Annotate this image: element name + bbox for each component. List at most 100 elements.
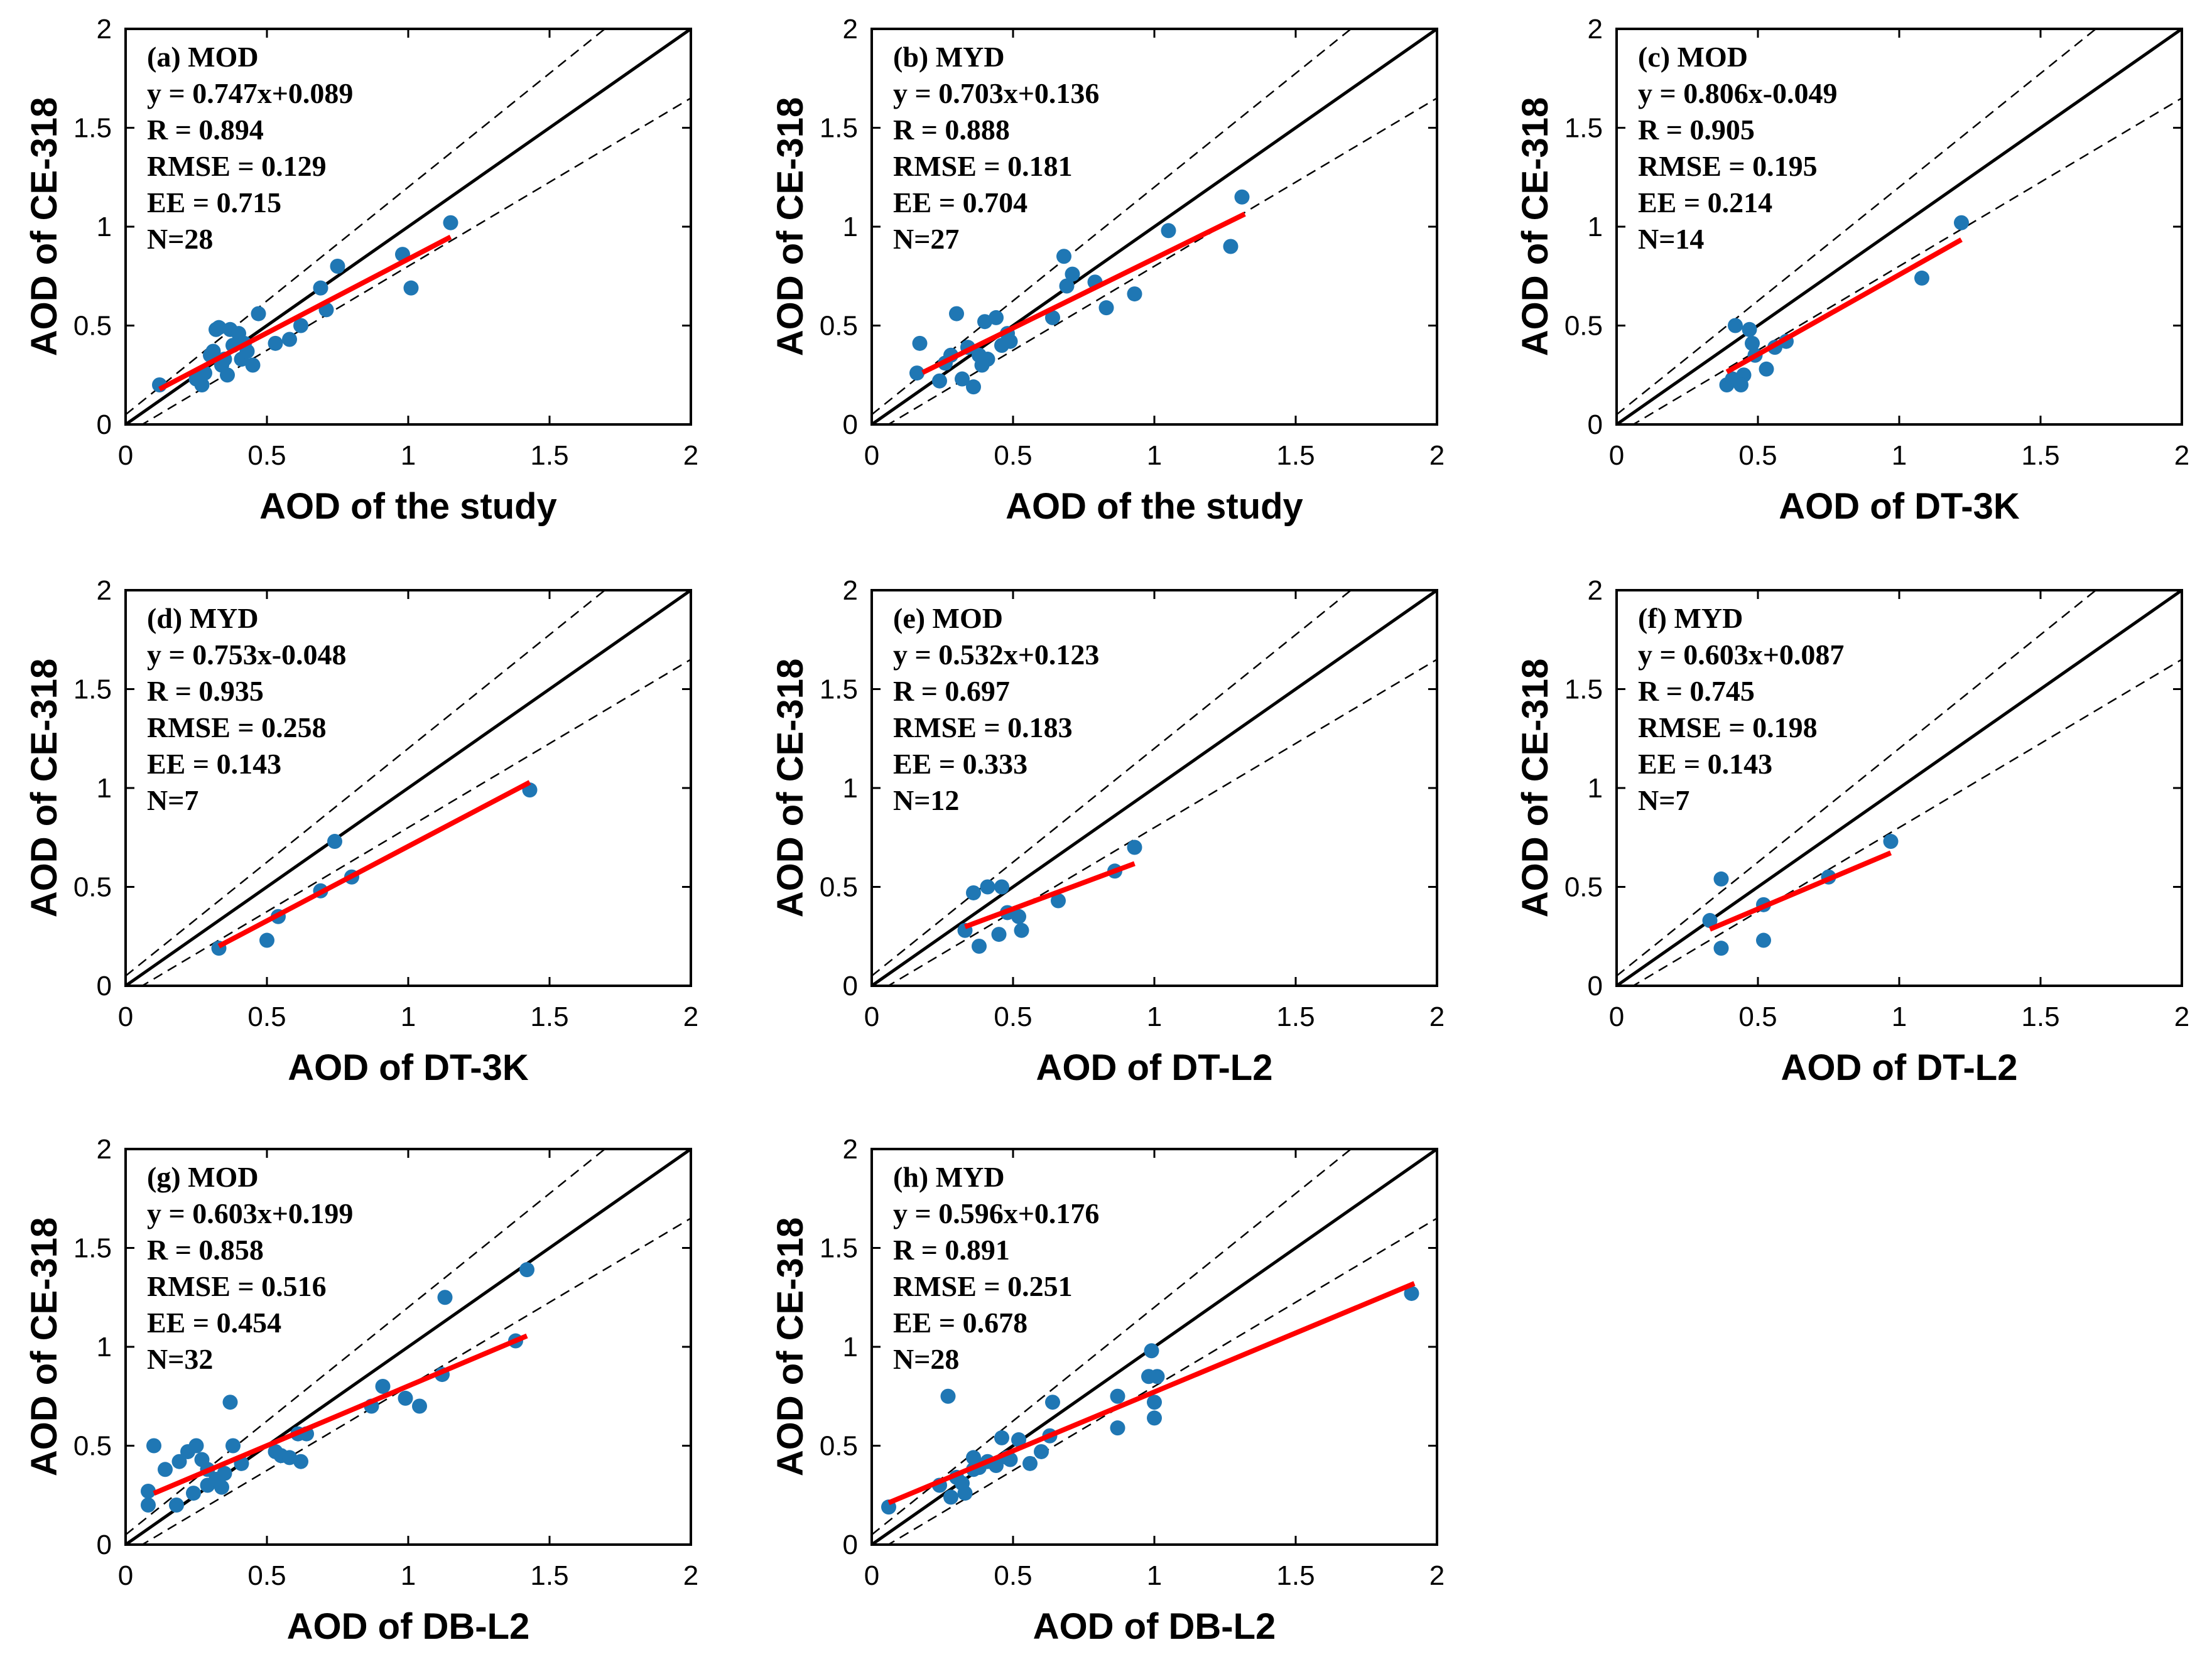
x-tick-label: 0.5 — [994, 1560, 1032, 1591]
stat-line: N=12 — [893, 784, 959, 816]
y-tick-label: 2 — [1588, 575, 1603, 606]
data-point — [1404, 1285, 1419, 1301]
x-tick-label: 1 — [401, 1001, 416, 1032]
stat-line: RMSE = 0.195 — [1638, 150, 1818, 182]
data-point — [966, 379, 981, 395]
stat-line: R = 0.888 — [893, 114, 1010, 146]
data-point — [943, 1489, 958, 1505]
data-point — [251, 306, 266, 321]
y-tick-label: 2 — [97, 1134, 112, 1165]
y-axis-title: AOD of CE-318 — [24, 1217, 65, 1477]
y-tick-label: 2 — [97, 575, 112, 606]
stat-line: y = 0.806x-0.049 — [1638, 77, 1838, 109]
x-tick-label: 1.5 — [530, 1560, 568, 1591]
data-point — [932, 373, 947, 389]
y-tick-label: 0.5 — [820, 1431, 858, 1462]
stat-line: EE = 0.678 — [893, 1307, 1027, 1339]
stat-line: R = 0.745 — [1638, 675, 1755, 707]
y-tick-label: 1.5 — [73, 1233, 112, 1264]
data-point — [171, 1454, 187, 1469]
x-tick-label: 2 — [2174, 440, 2189, 471]
regression-line — [921, 212, 1246, 375]
data-point — [186, 1486, 201, 1501]
stat-line: RMSE = 0.198 — [1638, 711, 1818, 743]
data-point — [1059, 278, 1075, 294]
data-point — [398, 1390, 413, 1406]
data-point — [1223, 239, 1239, 254]
panel-title: (d) MYD — [147, 602, 259, 634]
data-point — [313, 280, 328, 296]
x-axis-title: AOD of the study — [1006, 486, 1303, 527]
y-tick-label: 1.5 — [73, 113, 112, 144]
stat-line: R = 0.905 — [1638, 114, 1755, 146]
stat-line: y = 0.753x-0.048 — [147, 639, 347, 671]
y-axis-title: AOD of CE-318 — [1515, 659, 1556, 918]
stat-line: RMSE = 0.129 — [147, 150, 327, 182]
ee-upper-line — [126, 1149, 607, 1536]
data-point — [282, 1450, 297, 1465]
y-tick-label: 0 — [843, 409, 858, 440]
data-point — [949, 306, 964, 321]
panel-h: 0 0.5 1 1.5 2 0 0.5 1 1.5 2 AOD of DB-L2 AOD of CE-… — [770, 1134, 1445, 1647]
stat-line: RMSE = 0.251 — [893, 1270, 1073, 1302]
y-tick-label: 2 — [843, 14, 858, 45]
stat-line: N=32 — [147, 1343, 213, 1375]
panel-b: 0 0.5 1 1.5 2 0 0.5 1 1.5 2 AOD of the study AOD of… — [770, 14, 1445, 527]
x-tick-label: 2 — [2174, 1001, 2189, 1032]
y-tick-label: 1 — [843, 212, 858, 242]
regression-line — [1725, 237, 1963, 374]
x-tick-label: 1.5 — [1276, 440, 1315, 471]
regression-line — [1708, 850, 1892, 932]
stat-line: y = 0.532x+0.123 — [893, 639, 1099, 671]
data-point — [1127, 839, 1142, 855]
x-tick-label: 1.5 — [2021, 1001, 2059, 1032]
ee-upper-line — [126, 590, 607, 977]
x-tick-label: 1 — [1892, 440, 1907, 471]
ee-upper-line — [872, 590, 1353, 977]
data-point — [980, 352, 995, 367]
x-tick-label: 2 — [1429, 1560, 1445, 1591]
ee-lower-line — [887, 659, 1437, 986]
y-tick-label: 1.5 — [1564, 113, 1603, 144]
x-tick-label: 0 — [118, 1560, 133, 1591]
stat-line: N=28 — [893, 1343, 959, 1375]
y-tick-label: 1 — [97, 1332, 112, 1363]
data-point — [994, 338, 1009, 353]
panel-c: 0 0.5 1 1.5 2 0 0.5 1 1.5 2 AOD of DT-3K AOD of CE-… — [1515, 14, 2189, 527]
data-point — [225, 1438, 241, 1454]
x-tick-label: 0 — [1609, 1001, 1624, 1032]
x-tick-label: 2 — [1429, 440, 1445, 471]
x-tick-label: 1.5 — [2021, 440, 2059, 471]
data-point — [1056, 249, 1071, 264]
y-axis-title: AOD of CE-318 — [24, 659, 65, 918]
y-axis-title: AOD of CE-318 — [1515, 97, 1556, 357]
data-point — [245, 357, 261, 373]
data-point — [412, 1398, 427, 1414]
data-point — [989, 310, 1004, 325]
data-point — [1127, 286, 1142, 302]
stat-line: R = 0.894 — [147, 114, 264, 146]
y-tick-label: 0 — [1588, 409, 1603, 440]
data-point — [1110, 1420, 1125, 1436]
data-point — [1098, 300, 1114, 316]
data-point — [330, 259, 345, 274]
x-tick-label: 0.5 — [1738, 440, 1777, 471]
data-point — [1110, 1388, 1125, 1404]
data-point — [1742, 321, 1757, 337]
x-tick-label: 1 — [1147, 1560, 1162, 1591]
data-point — [955, 371, 970, 387]
x-tick-label: 0.5 — [1738, 1001, 1777, 1032]
ee-lower-line — [1632, 659, 2182, 986]
panel-e: 0 0.5 1 1.5 2 0 0.5 1 1.5 2 AOD of DT-L2 AOD of CE-… — [770, 575, 1445, 1088]
data-point — [259, 932, 274, 948]
data-point — [282, 332, 297, 347]
x-axis-title: AOD of DB-L2 — [287, 1606, 530, 1647]
ee-lower-line — [141, 97, 691, 424]
x-axis-title: AOD of the study — [259, 486, 557, 527]
y-axis-title: AOD of CE-318 — [770, 659, 811, 918]
data-point — [1011, 1432, 1026, 1448]
data-point — [217, 1465, 232, 1481]
data-point — [1045, 1395, 1060, 1410]
stat-line: RMSE = 0.181 — [893, 150, 1073, 182]
one-to-one-line — [1617, 29, 2182, 424]
